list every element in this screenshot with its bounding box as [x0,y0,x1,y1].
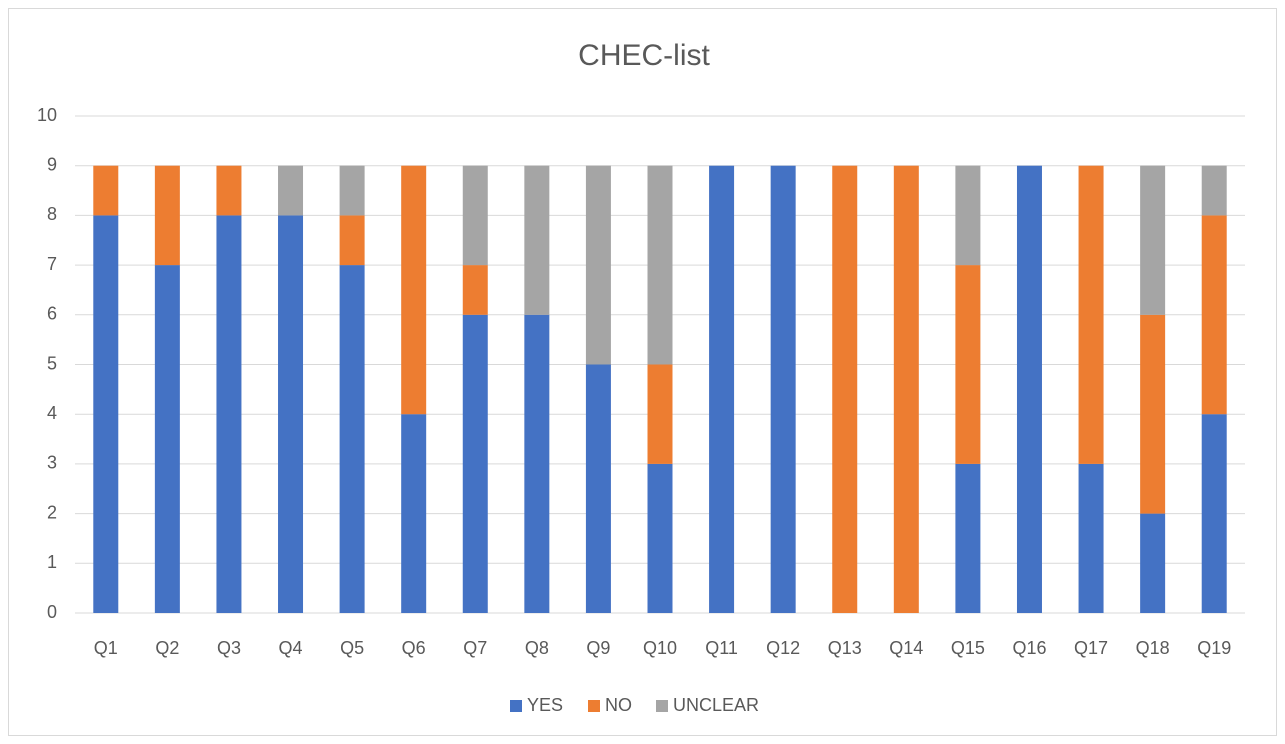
bar-segment [1140,314,1166,514]
y-tick-label: 2 [47,502,57,522]
bar-segment [524,314,550,613]
bar-segment [955,463,981,613]
bar-segment [585,364,611,613]
x-tick-label: Q14 [889,638,923,658]
x-tick-label: Q9 [586,638,610,658]
bar-segment [647,165,673,365]
bar-segment [278,165,304,216]
bar-segment [339,215,365,266]
bar-segment [647,364,673,464]
x-tick-label: Q2 [155,638,179,658]
y-tick-label: 9 [47,154,57,174]
bar-segment [462,165,488,266]
x-tick-label: Q6 [402,638,426,658]
bar-segment [647,463,673,613]
bar-segment [524,165,550,315]
y-tick-label: 8 [47,204,57,224]
x-tick-label: Q3 [217,638,241,658]
x-tick-label: Q16 [1012,638,1046,658]
x-tick-label: Q17 [1074,638,1108,658]
bar-segment [216,165,242,216]
legend-swatch [588,700,600,712]
bar-segment [770,165,796,613]
y-tick-label: 5 [47,353,57,373]
y-tick-label: 10 [37,105,57,125]
y-tick-label: 7 [47,254,57,274]
bar-segment [93,165,119,216]
legend-label: YES [527,695,563,715]
bar-segment [278,215,304,613]
bar-segment [585,165,611,365]
bar-segment [339,265,365,613]
bar-segment [339,165,365,216]
bar-segment [154,165,180,266]
bar-segment [1078,165,1104,464]
bar-segment [462,314,488,613]
bar-segment [401,414,427,613]
bar-segment [1201,165,1227,216]
x-tick-label: Q4 [279,638,303,658]
y-tick-label: 4 [47,403,57,423]
bar-segment [462,265,488,315]
bar-segment [93,215,119,613]
bar-segment [401,165,427,415]
bar-segment [832,165,858,613]
x-tick-label: Q18 [1136,638,1170,658]
bar-segment [1140,165,1166,315]
x-tick-label: Q5 [340,638,364,658]
x-tick-label: Q15 [951,638,985,658]
x-tick-label: Q7 [463,638,487,658]
y-tick-label: 6 [47,304,57,324]
x-tick-label: Q8 [525,638,549,658]
bar-segment [955,165,981,266]
x-tick-label: Q10 [643,638,677,658]
bar-segment [709,165,735,613]
bar-segment [1201,414,1227,613]
x-tick-label: Q1 [94,638,118,658]
x-tick-label: Q12 [766,638,800,658]
bar-segment [1016,165,1042,613]
legend-swatch [510,700,522,712]
y-tick-label: 1 [47,552,57,572]
bar-segment [893,165,919,613]
legend-swatch [656,700,668,712]
x-tick-label: Q13 [828,638,862,658]
bar-segment [1078,463,1104,613]
bar-segment [955,265,981,464]
x-tick-label: Q19 [1197,638,1231,658]
bar-segment [1201,215,1227,415]
bar-segment [154,265,180,613]
x-tick-label: Q11 [705,638,738,658]
bar-segment [1140,513,1166,613]
legend-label: UNCLEAR [673,695,759,715]
y-tick-label: 0 [47,602,57,622]
y-tick-label: 3 [47,453,57,473]
chart-title: CHEC-list [578,39,710,72]
bar-segment [216,215,242,613]
legend-label: NO [605,695,632,715]
